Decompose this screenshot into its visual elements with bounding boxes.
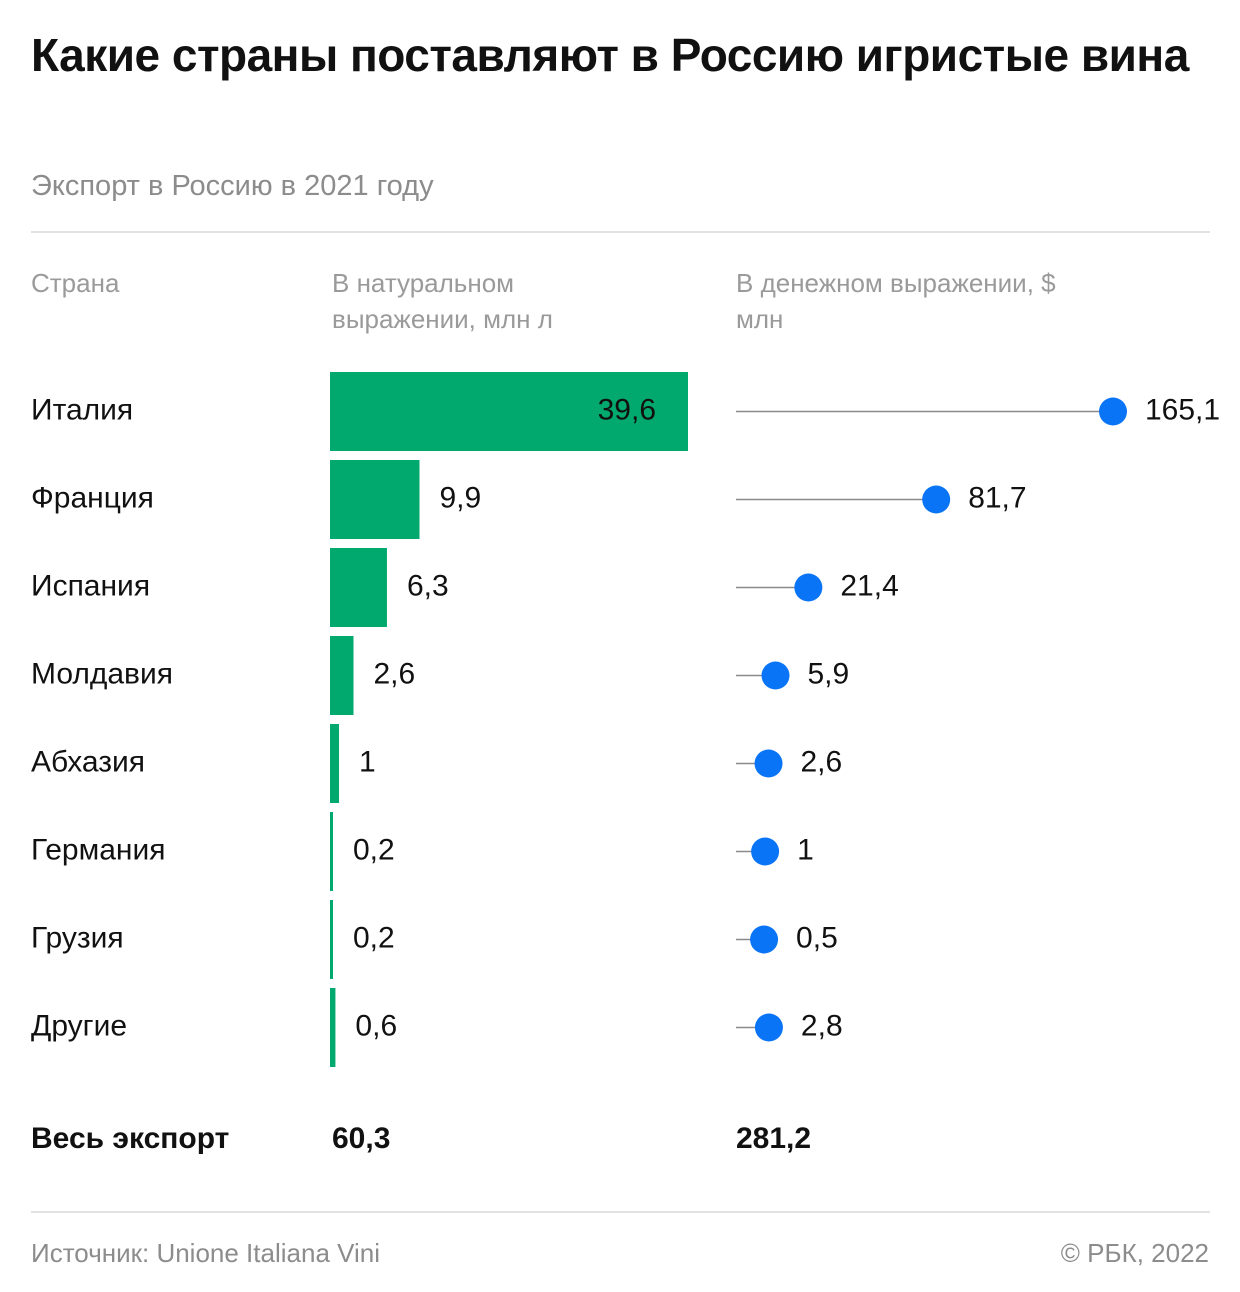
value-dot bbox=[751, 837, 780, 866]
value-label: 165,1 bbox=[1145, 393, 1220, 426]
country-label: Франция bbox=[31, 481, 154, 514]
value-dot bbox=[754, 1013, 783, 1042]
total-volume: 60,3 bbox=[332, 1122, 390, 1155]
value-label: 21,4 bbox=[840, 569, 898, 602]
volume-label: 9,9 bbox=[440, 481, 482, 514]
value-label: 2,8 bbox=[801, 1009, 843, 1042]
volume-bar bbox=[330, 812, 333, 891]
chart-area: Италия 39,6 165,1 Франция 9,9 81,7 Испания 6,3 2… bbox=[31, 372, 1220, 1155]
volume-bar bbox=[330, 988, 336, 1067]
volume-bar bbox=[330, 724, 340, 803]
column-header-value: В денежном выражении, $ млн bbox=[736, 268, 1056, 334]
country-label: Молдавия bbox=[31, 657, 173, 690]
total-label: Весь экспорт bbox=[31, 1122, 229, 1155]
volume-label: 2,6 bbox=[374, 657, 416, 690]
country-label: Другие bbox=[31, 1009, 127, 1042]
volume-bar bbox=[330, 636, 354, 715]
country-label: Абхазия bbox=[31, 745, 145, 778]
bottom-divider bbox=[31, 1211, 1210, 1213]
chart-title: Какие страны поставляют в Россию игристы… bbox=[31, 29, 1189, 81]
value-dot bbox=[754, 749, 783, 778]
total-value: 281,2 bbox=[736, 1122, 811, 1155]
country-label: Германия bbox=[31, 833, 166, 866]
volume-bar bbox=[330, 548, 387, 627]
volume-label: 0,2 bbox=[353, 921, 395, 954]
value-dot bbox=[922, 485, 951, 514]
volume-bar bbox=[330, 372, 688, 451]
chart-subtitle: Экспорт в Россию в 2021 году bbox=[31, 170, 434, 202]
volume-label: 0,6 bbox=[355, 1009, 397, 1042]
volume-label: 0,2 bbox=[353, 833, 395, 866]
volume-bar bbox=[330, 460, 420, 539]
country-label: Испания bbox=[31, 569, 150, 602]
country-label: Италия bbox=[31, 393, 133, 426]
value-label: 5,9 bbox=[808, 657, 850, 690]
value-dot bbox=[794, 573, 823, 602]
column-header-country: Страна bbox=[31, 268, 120, 298]
value-label: 0,5 bbox=[796, 921, 838, 954]
volume-label: 6,3 bbox=[407, 569, 449, 602]
value-dot bbox=[761, 661, 790, 690]
copyright: © РБК, 2022 bbox=[1060, 1238, 1209, 1268]
column-header-volume: В натуральном выражении, млн л bbox=[332, 268, 553, 334]
country-label: Грузия bbox=[31, 921, 124, 954]
source-note: Источник: Unione Italiana Vini bbox=[31, 1238, 381, 1268]
value-label: 81,7 bbox=[968, 481, 1026, 514]
value-dot bbox=[1099, 397, 1127, 426]
value-label: 2,6 bbox=[801, 745, 843, 778]
volume-label: 39,6 bbox=[598, 393, 656, 426]
volume-bar bbox=[330, 900, 333, 979]
value-dot bbox=[750, 925, 779, 954]
top-divider bbox=[31, 231, 1210, 233]
volume-label: 1 bbox=[359, 745, 376, 778]
value-label: 1 bbox=[797, 833, 814, 866]
